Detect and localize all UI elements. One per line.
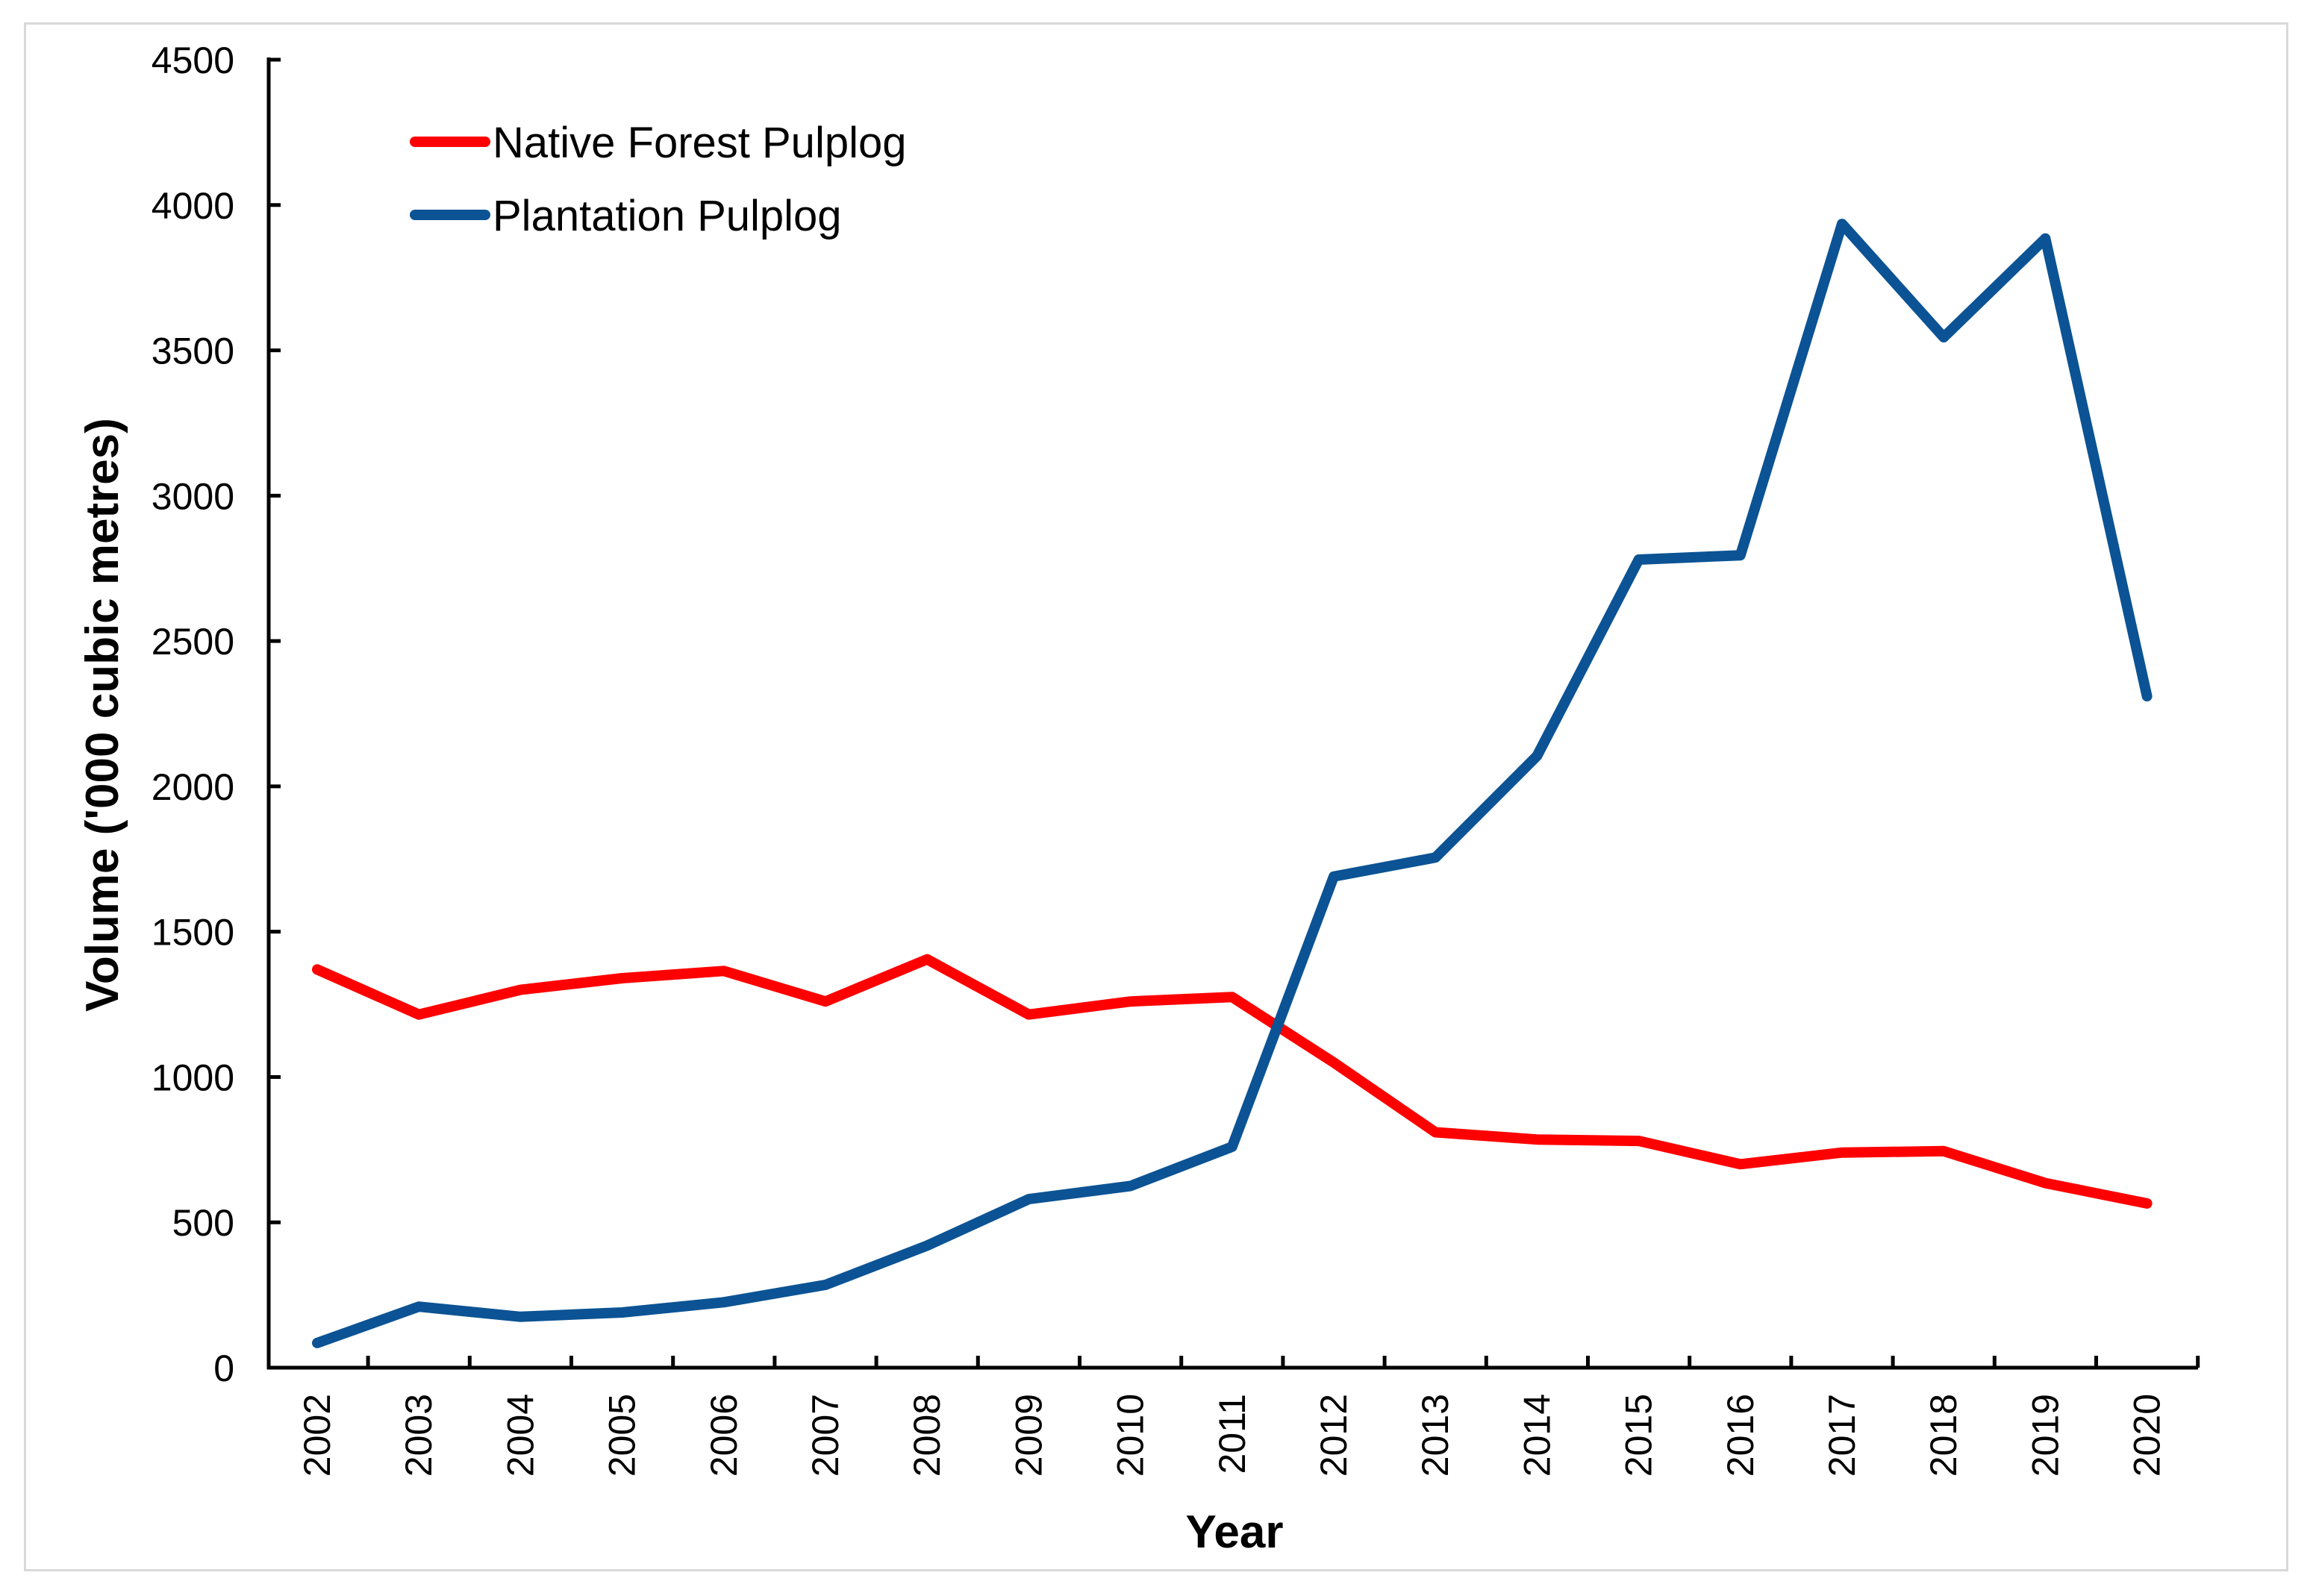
x-tick-label: 2004 (499, 1394, 541, 1477)
x-tick-label: 2020 (2126, 1394, 2168, 1477)
y-axis-title: Volume ('000 cubic metres) (77, 418, 128, 1012)
legend-label: Plantation Pulplog (493, 192, 842, 240)
x-tick-label: 2007 (805, 1394, 846, 1477)
y-tick-label: 1500 (152, 912, 234, 954)
y-tick-label: 1000 (152, 1057, 234, 1098)
series-line-plantation-pulplog (312, 219, 2153, 1348)
y-tick-label: 4000 (152, 185, 234, 227)
x-tick-label: 2011 (1211, 1394, 1253, 1474)
legend-label: Native Forest Pulplog (493, 119, 906, 167)
y-tick-label: 4500 (152, 40, 234, 81)
x-tick-label: 2016 (1720, 1394, 1761, 1477)
axes: 0 500 1000 1500 2000 2500 3000 3500 4000 4500 2002… (152, 40, 2200, 1477)
series-lines (312, 219, 2153, 1348)
x-tick-label: 2018 (1923, 1394, 1964, 1477)
x-tick-label: 2019 (2024, 1394, 2066, 1477)
y-tick-label: 3000 (152, 475, 234, 517)
x-tick-label: 2014 (1516, 1394, 1558, 1477)
x-tick-label: 2015 (1618, 1394, 1660, 1477)
x-tick-label: 2006 (703, 1394, 745, 1477)
y-tick-label: 500 (172, 1202, 234, 1244)
y-tick-label: 3500 (152, 331, 234, 372)
x-tick-label: 2010 (1110, 1394, 1152, 1477)
legend: Native Forest Pulplog Plantation Pulplog (410, 119, 906, 240)
x-axis-title: Year (1185, 1506, 1283, 1558)
x-tick-label: 2002 (296, 1394, 338, 1477)
x-tick-label: 2017 (1821, 1394, 1863, 1477)
y-tick-label: 0 (213, 1348, 234, 1389)
x-tick-label: 2005 (602, 1394, 643, 1477)
x-tick-label: 2013 (1414, 1394, 1456, 1477)
x-tick-label: 2003 (398, 1394, 440, 1477)
x-tick-label: 2008 (906, 1394, 948, 1477)
series-line-native-forest-pulplog (312, 954, 2153, 1209)
x-tick-label: 2012 (1313, 1394, 1355, 1477)
x-tick-label: 2009 (1008, 1394, 1049, 1477)
y-tick-label: 2500 (152, 621, 234, 663)
y-tick-label: 2000 (152, 766, 234, 808)
